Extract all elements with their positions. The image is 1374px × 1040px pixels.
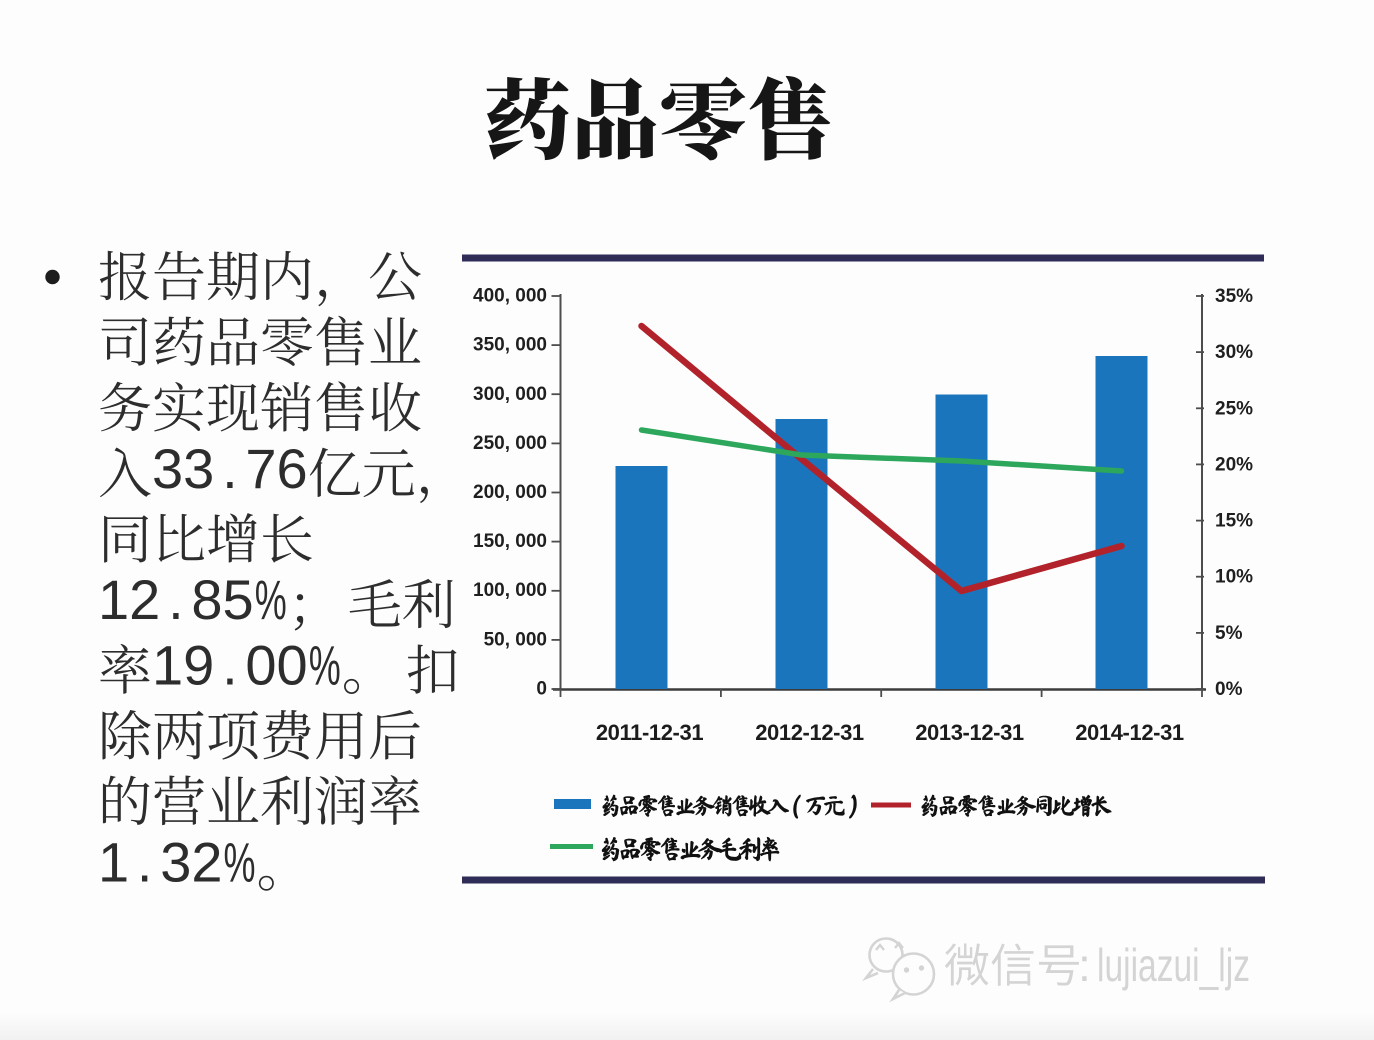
svg-text:.: .	[222, 634, 238, 697]
svg-text:3: 3	[183, 437, 214, 500]
svg-text:2: 2	[191, 830, 222, 893]
svg-text:1: 1	[98, 830, 129, 893]
svg-text:35%: 35%	[1215, 286, 1253, 307]
svg-text:6: 6	[277, 437, 308, 500]
svg-text:.: .	[222, 437, 238, 500]
svg-text:.: .	[168, 568, 184, 631]
svg-text:0%: 0%	[1215, 679, 1243, 700]
svg-text:0: 0	[245, 634, 276, 697]
svg-text:2012-12-31: 2012-12-31	[755, 720, 864, 745]
svg-text:2014-12-31: 2014-12-31	[1075, 720, 1184, 745]
svg-text:2013-12-31: 2013-12-31	[915, 720, 1024, 745]
svg-text:15%: 15%	[1215, 511, 1253, 532]
svg-text:400, 000: 400, 000	[473, 286, 547, 307]
svg-text:lujiazui_ljz: lujiazui_ljz	[1097, 939, 1250, 991]
svg-text:25%: 25%	[1215, 398, 1253, 419]
svg-text:5%: 5%	[1215, 623, 1243, 644]
svg-text:5: 5	[223, 568, 254, 631]
svg-text:.: .	[137, 830, 153, 893]
svg-text:20%: 20%	[1215, 454, 1253, 475]
svg-text:3: 3	[160, 830, 191, 893]
svg-text:8: 8	[191, 568, 222, 631]
svg-text:150, 000: 150, 000	[473, 531, 547, 552]
svg-text:200, 000: 200, 000	[473, 482, 547, 503]
svg-text::: :	[1078, 939, 1091, 991]
svg-text:300, 000: 300, 000	[473, 384, 547, 405]
svg-text:%: %	[309, 634, 341, 697]
svg-text:2: 2	[129, 568, 160, 631]
svg-text:%: %	[224, 830, 256, 893]
svg-text:10%: 10%	[1215, 567, 1253, 588]
svg-text:30%: 30%	[1215, 342, 1253, 363]
svg-text:350, 000: 350, 000	[473, 335, 547, 356]
svg-text:1: 1	[152, 634, 183, 697]
svg-text:7: 7	[245, 437, 276, 500]
svg-text:2011-12-31: 2011-12-31	[596, 720, 703, 745]
svg-text:50, 000: 50, 000	[484, 629, 547, 650]
svg-text:250, 000: 250, 000	[473, 433, 547, 454]
svg-text:3: 3	[152, 437, 183, 500]
svg-text:%: %	[255, 568, 287, 631]
svg-text:0: 0	[536, 679, 547, 700]
svg-text:9: 9	[183, 634, 214, 697]
svg-text:100, 000: 100, 000	[473, 580, 547, 601]
svg-text:1: 1	[98, 568, 129, 631]
svg-text:0: 0	[277, 634, 308, 697]
